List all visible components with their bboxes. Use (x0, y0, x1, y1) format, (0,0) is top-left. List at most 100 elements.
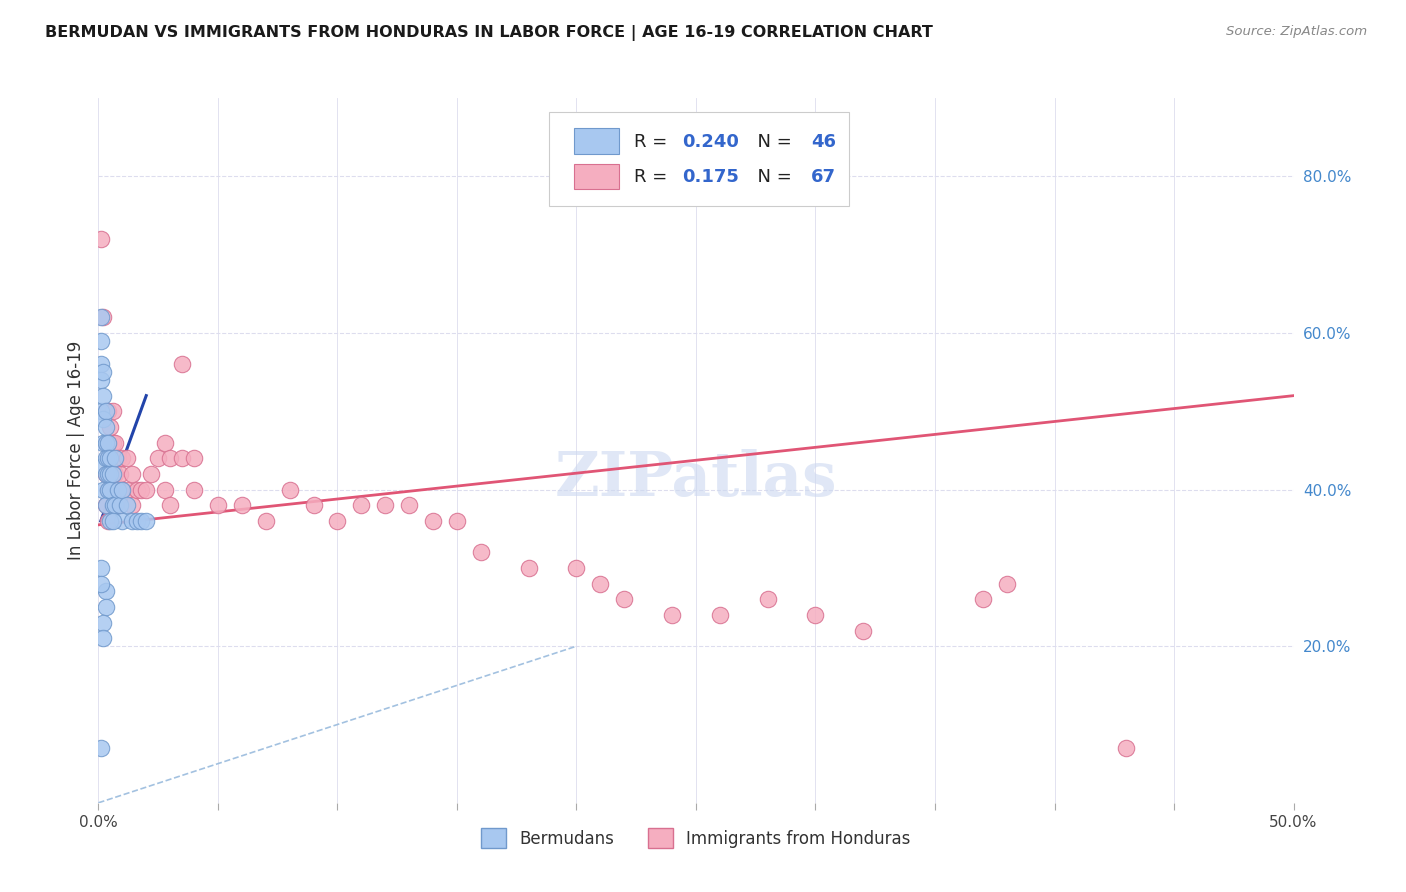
Point (148, 451, 170, 466)
Point (101, 404, 124, 418)
Point (172, 451, 194, 466)
Text: Source: ZipAtlas.com: Source: ZipAtlas.com (1226, 25, 1367, 38)
Point (589, 576, 612, 591)
Point (98, 451, 122, 466)
Point (90, 741, 112, 756)
Point (97, 483, 120, 497)
Point (97, 467, 120, 481)
Text: 0.240: 0.240 (682, 133, 738, 151)
Point (995, 576, 1018, 591)
Bar (574, 163, 620, 189)
Point (374, 498, 396, 512)
Point (125, 514, 148, 528)
Y-axis label: In Labor Force | Age 16-19: In Labor Force | Age 16-19 (66, 341, 84, 560)
Point (91, 483, 114, 497)
Text: ZIPatlas: ZIPatlas (555, 449, 837, 508)
Point (91, 632, 114, 646)
Point (94, 404, 117, 418)
Point (125, 483, 148, 497)
Point (91, 459, 114, 474)
Point (98, 483, 122, 497)
Point (104, 467, 127, 481)
Point (326, 514, 349, 528)
Bar (574, 128, 620, 153)
Point (91, 389, 114, 403)
Point (107, 483, 129, 497)
Point (661, 607, 683, 622)
Point (139, 467, 162, 481)
Point (91, 412, 114, 426)
Point (98, 483, 122, 497)
Point (94, 498, 117, 512)
Point (517, 561, 540, 575)
Point (155, 483, 177, 497)
Point (254, 514, 277, 528)
Point (90, 404, 112, 418)
Point (111, 483, 134, 497)
Point (115, 451, 138, 466)
Point (94, 498, 117, 512)
Point (135, 514, 157, 528)
Point (183, 483, 205, 497)
Point (108, 498, 131, 512)
Point (135, 483, 157, 497)
Point (121, 498, 143, 512)
Point (90, 310, 112, 325)
Point (91, 615, 114, 630)
Point (94, 467, 117, 481)
Point (613, 592, 636, 607)
Point (159, 498, 181, 512)
Point (852, 624, 875, 638)
Point (101, 435, 124, 450)
Point (1115, 741, 1137, 756)
Point (159, 451, 181, 466)
Point (90, 334, 112, 348)
Point (131, 483, 153, 497)
Point (398, 498, 420, 512)
Point (121, 467, 143, 481)
Point (94, 451, 117, 466)
Point (972, 592, 994, 607)
Point (104, 498, 127, 512)
Point (98, 467, 122, 481)
Point (91, 310, 114, 325)
Point (97, 483, 120, 497)
Point (101, 467, 124, 481)
Point (94, 404, 117, 418)
Point (97, 435, 120, 450)
Point (172, 357, 194, 371)
Point (278, 483, 301, 497)
Point (302, 498, 325, 512)
Point (709, 607, 731, 622)
Point (470, 545, 492, 559)
Point (104, 451, 127, 466)
Point (90, 561, 112, 575)
Point (101, 498, 124, 512)
Point (108, 467, 131, 481)
Point (97, 451, 120, 466)
Text: N =: N = (747, 168, 792, 186)
Point (101, 467, 124, 481)
Point (98, 514, 122, 528)
Point (94, 420, 117, 434)
Point (111, 514, 134, 528)
Point (756, 592, 779, 607)
Point (97, 404, 120, 418)
Point (115, 498, 138, 512)
Text: R =: R = (634, 168, 679, 186)
Point (107, 451, 129, 466)
Point (231, 498, 253, 512)
Text: BERMUDAN VS IMMIGRANTS FROM HONDURAS IN LABOR FORCE | AGE 16-19 CORRELATION CHAR: BERMUDAN VS IMMIGRANTS FROM HONDURAS IN … (45, 25, 932, 41)
Legend: Bermudans, Immigrants from Honduras: Bermudans, Immigrants from Honduras (475, 822, 917, 855)
Point (94, 435, 117, 450)
Point (111, 483, 134, 497)
Point (121, 514, 143, 528)
Point (183, 451, 205, 466)
Point (131, 514, 153, 528)
Point (804, 607, 827, 622)
Text: 0.175: 0.175 (682, 168, 738, 186)
Point (91, 435, 114, 450)
Point (104, 498, 127, 512)
Text: 67: 67 (811, 168, 835, 186)
Point (350, 498, 373, 512)
